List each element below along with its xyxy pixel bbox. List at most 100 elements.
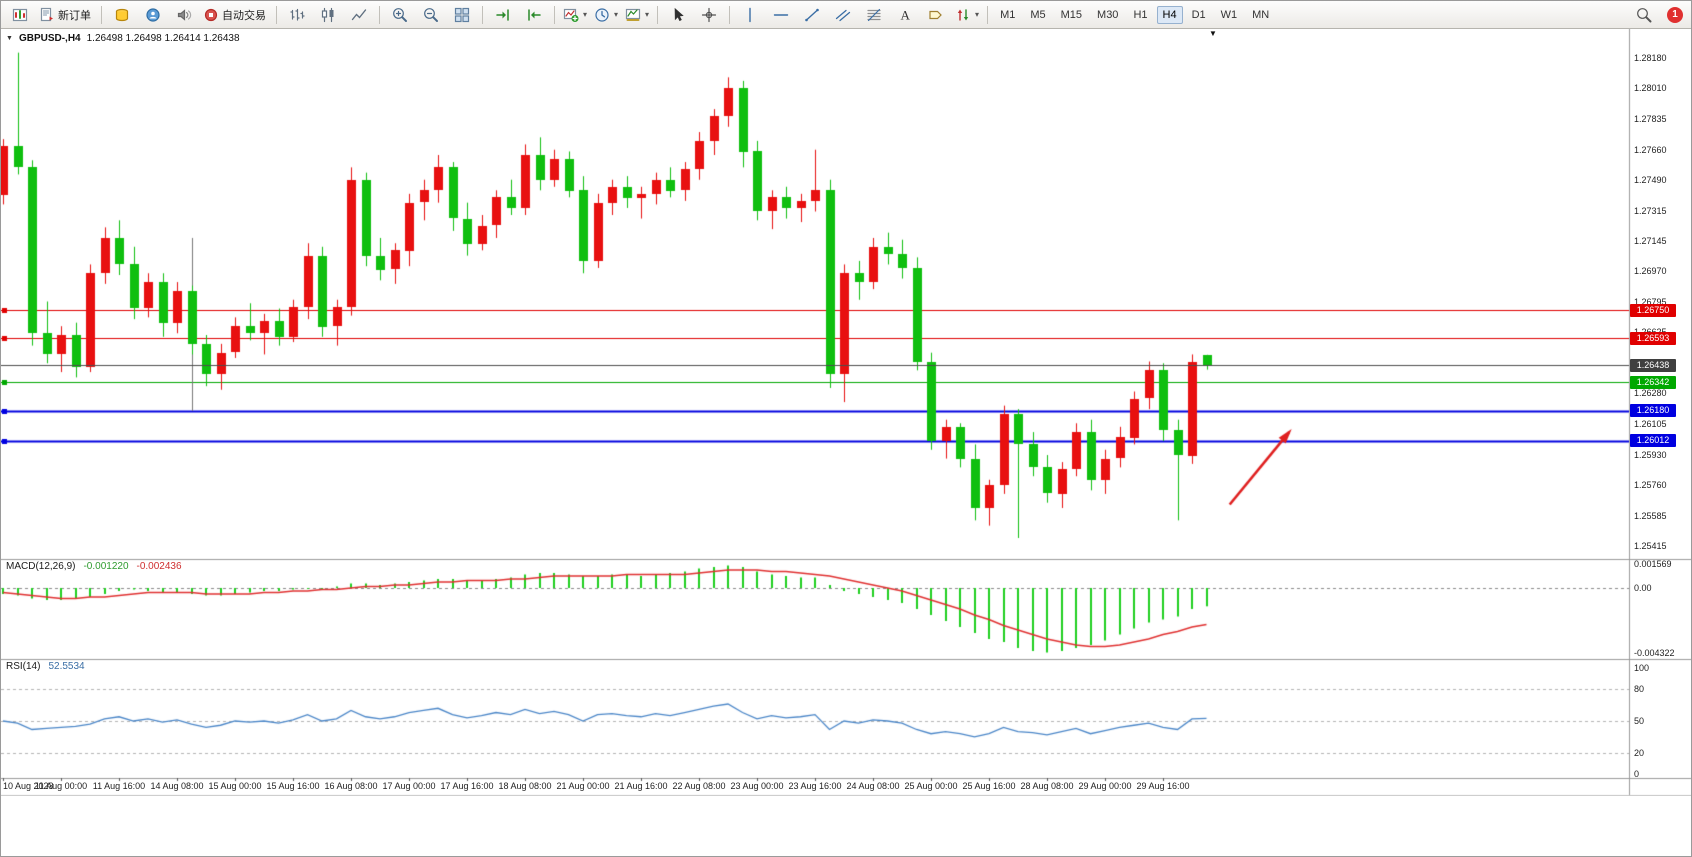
- time-axis-label: 17 Aug 00:00: [382, 781, 436, 791]
- zoom-in-icon: [392, 7, 408, 23]
- collapse-triangle-icon[interactable]: ▼: [6, 35, 13, 42]
- time-axis-label: 24 Aug 08:00: [846, 781, 900, 791]
- cursor-button[interactable]: [663, 3, 693, 27]
- templates-dropdown-icon[interactable]: ▾: [645, 10, 650, 19]
- time-axis-label: 15 Aug 00:00: [208, 781, 262, 791]
- bar-chart-button[interactable]: [282, 3, 312, 27]
- templates-button[interactable]: ▾: [622, 3, 652, 27]
- line-chart-button[interactable]: [344, 3, 374, 27]
- indicators-dropdown-icon[interactable]: ▾: [583, 10, 588, 19]
- search-icon[interactable]: [1629, 3, 1659, 27]
- text-button[interactable]: A: [890, 3, 920, 27]
- vertical-line-button[interactable]: [735, 3, 765, 27]
- rsi-value: 52.5534: [48, 661, 85, 672]
- auto-scroll-icon: [495, 7, 511, 23]
- tf-button-w1[interactable]: W1: [1220, 8, 1238, 21]
- price-tick-label: 1.28180: [1634, 52, 1667, 63]
- tf-button-h1[interactable]: H1: [1133, 8, 1148, 21]
- zoom-out-button[interactable]: [416, 3, 446, 27]
- periods-dropdown-icon[interactable]: ▾: [614, 10, 619, 19]
- label-button[interactable]: [921, 3, 951, 27]
- price-tag: 1.26750: [1630, 304, 1676, 317]
- charts-window-icon: [12, 7, 28, 23]
- candlestick-chart-button[interactable]: [313, 3, 343, 27]
- time-axis-label: 23 Aug 16:00: [788, 781, 842, 791]
- chart-area: ▼ GBPUSD-,H4 1.26498 1.26498 1.26414 1.2…: [1, 29, 1691, 856]
- tf-button-m5[interactable]: M5: [1030, 8, 1046, 21]
- current-price-tag: 1.26438: [1630, 359, 1676, 372]
- toolbar-separator: [379, 5, 380, 24]
- time-axis-label: 11 Aug 16:00: [92, 781, 146, 791]
- time-axis-label: 22 Aug 08:00: [672, 781, 726, 791]
- tf-button-mn[interactable]: MN: [1252, 8, 1270, 21]
- line-chart-icon: [351, 7, 367, 23]
- label-icon: [928, 7, 944, 23]
- price-tick-label: 1.25415: [1634, 540, 1667, 551]
- chart-shift-button[interactable]: [519, 3, 549, 27]
- price-tag: 1.26012: [1630, 434, 1676, 447]
- channel-button[interactable]: [828, 3, 858, 27]
- templates-icon: [625, 7, 641, 23]
- price-tick-label: 1.26280: [1634, 388, 1667, 399]
- arrows-dropdown-icon[interactable]: ▾: [975, 10, 980, 19]
- toolbar: 新订单 自动交易 ▾ ▾ ▾ A ▾ M1 M5 M15 M30 H1 H4 D1 W1 MN 1: [1, 1, 1691, 29]
- price-tick-label: 1.25930: [1634, 450, 1667, 461]
- auto-trading-button-label: 自动交易: [222, 9, 266, 22]
- tf-button-m1[interactable]: M1: [1000, 8, 1016, 21]
- macd-value-signal: -0.002436: [136, 561, 182, 572]
- vertical-line-icon: [742, 7, 758, 23]
- time-axis-label: 23 Aug 00:00: [730, 781, 784, 791]
- toolbar-right: 1: [1629, 3, 1689, 27]
- alerts-icon: [176, 7, 192, 23]
- price-tick-label: 1.27145: [1634, 235, 1667, 246]
- alerts-button[interactable]: [169, 3, 199, 27]
- price-tick-label: 1.27490: [1634, 174, 1667, 185]
- price-tick-label: 1.26795: [1634, 297, 1667, 308]
- new-order-icon: [39, 7, 55, 23]
- price-tick-label: 1.27660: [1634, 144, 1667, 155]
- tf-button-m30[interactable]: M30: [1097, 8, 1119, 21]
- auto-scroll-button[interactable]: [488, 3, 518, 27]
- community-button[interactable]: [138, 3, 168, 27]
- new-order-button-label: 新订单: [58, 9, 91, 22]
- rsi-axis-label: 50: [1634, 716, 1645, 726]
- time-axis-label: 28 Aug 08:00: [1020, 781, 1074, 791]
- macd-value-main: -0.001220: [83, 561, 129, 572]
- fibonacci-button[interactable]: [859, 3, 889, 27]
- periods-button[interactable]: ▾: [591, 3, 621, 27]
- time-axis-label: 29 Aug 16:00: [1136, 781, 1190, 791]
- text-icon: A: [897, 7, 913, 23]
- tf-button-d1[interactable]: D1: [1191, 8, 1206, 21]
- time-axis-label: 21 Aug 16:00: [614, 781, 668, 791]
- toolbar-separator: [276, 5, 277, 24]
- arrows-button[interactable]: ▾: [952, 3, 982, 27]
- price-tag: 1.26342: [1630, 376, 1676, 389]
- price-tick-label: 1.27315: [1634, 205, 1667, 216]
- community-icon: [145, 7, 161, 23]
- tf-button-m15[interactable]: M15: [1060, 8, 1083, 21]
- zoom-in-button[interactable]: [385, 3, 415, 27]
- trendline-button[interactable]: [797, 3, 827, 27]
- rsi-axis-label: 80: [1634, 684, 1645, 695]
- notification-badge[interactable]: 1: [1667, 6, 1683, 23]
- chart-title: ▼ GBPUSD-,H4 1.26498 1.26498 1.26414 1.2…: [6, 33, 240, 44]
- chart-canvas[interactable]: [1, 29, 1691, 796]
- horizontal-line-icon: [773, 7, 789, 23]
- tf-button-h4[interactable]: H4: [1156, 5, 1183, 24]
- charts-window-button[interactable]: [5, 3, 35, 27]
- indicators-button[interactable]: ▾: [560, 3, 590, 27]
- new-order-button[interactable]: 新订单: [36, 3, 96, 27]
- rsi-axis-label: 100: [1634, 663, 1650, 673]
- history-center-button[interactable]: [107, 3, 137, 27]
- macd-axis-label: -0.004322: [1634, 647, 1675, 658]
- auto-trading-button[interactable]: 自动交易: [200, 3, 271, 27]
- chart-shift-marker-icon[interactable]: ▼: [1209, 29, 1217, 38]
- macd-axis-label: 0.001569: [1634, 559, 1672, 570]
- crosshair-button[interactable]: [694, 3, 724, 27]
- horizontal-line-button[interactable]: [766, 3, 796, 27]
- time-axis-label: 14 Aug 08:00: [150, 781, 204, 791]
- time-axis-label: 18 Aug 08:00: [498, 781, 552, 791]
- tile-windows-button[interactable]: [447, 3, 477, 27]
- bar-chart-icon: [289, 7, 305, 23]
